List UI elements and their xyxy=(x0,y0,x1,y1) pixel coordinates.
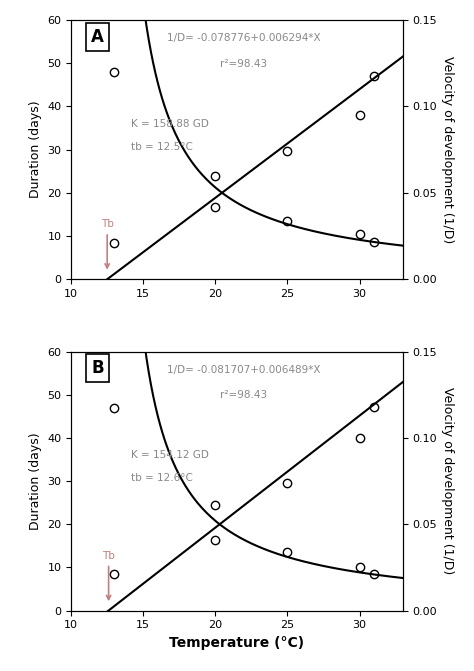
Y-axis label: Duration (days): Duration (days) xyxy=(29,432,42,530)
Y-axis label: Velocity of development (1/D): Velocity of development (1/D) xyxy=(441,56,454,244)
Text: Tb: Tb xyxy=(102,551,115,599)
Text: Tb: Tb xyxy=(101,219,114,268)
Text: r²=98.43: r²=98.43 xyxy=(220,391,267,401)
Text: A: A xyxy=(91,28,104,46)
Text: 1/D= -0.078776+0.006294*X: 1/D= -0.078776+0.006294*X xyxy=(167,33,320,43)
Text: B: B xyxy=(91,360,104,377)
Text: 1/D= -0.081707+0.006489*X: 1/D= -0.081707+0.006489*X xyxy=(167,364,320,374)
Text: K = 158.88 GD: K = 158.88 GD xyxy=(131,119,209,129)
Text: K = 154.12 GD: K = 154.12 GD xyxy=(131,450,209,460)
Y-axis label: Velocity of development (1/D): Velocity of development (1/D) xyxy=(441,387,454,575)
Text: r²=98.43: r²=98.43 xyxy=(220,59,267,69)
Y-axis label: Duration (days): Duration (days) xyxy=(29,101,42,199)
X-axis label: Temperature (°C): Temperature (°C) xyxy=(169,636,305,650)
Text: tb = 12.6°C: tb = 12.6°C xyxy=(131,473,193,483)
Text: tb = 12.5°C: tb = 12.5°C xyxy=(131,142,193,152)
